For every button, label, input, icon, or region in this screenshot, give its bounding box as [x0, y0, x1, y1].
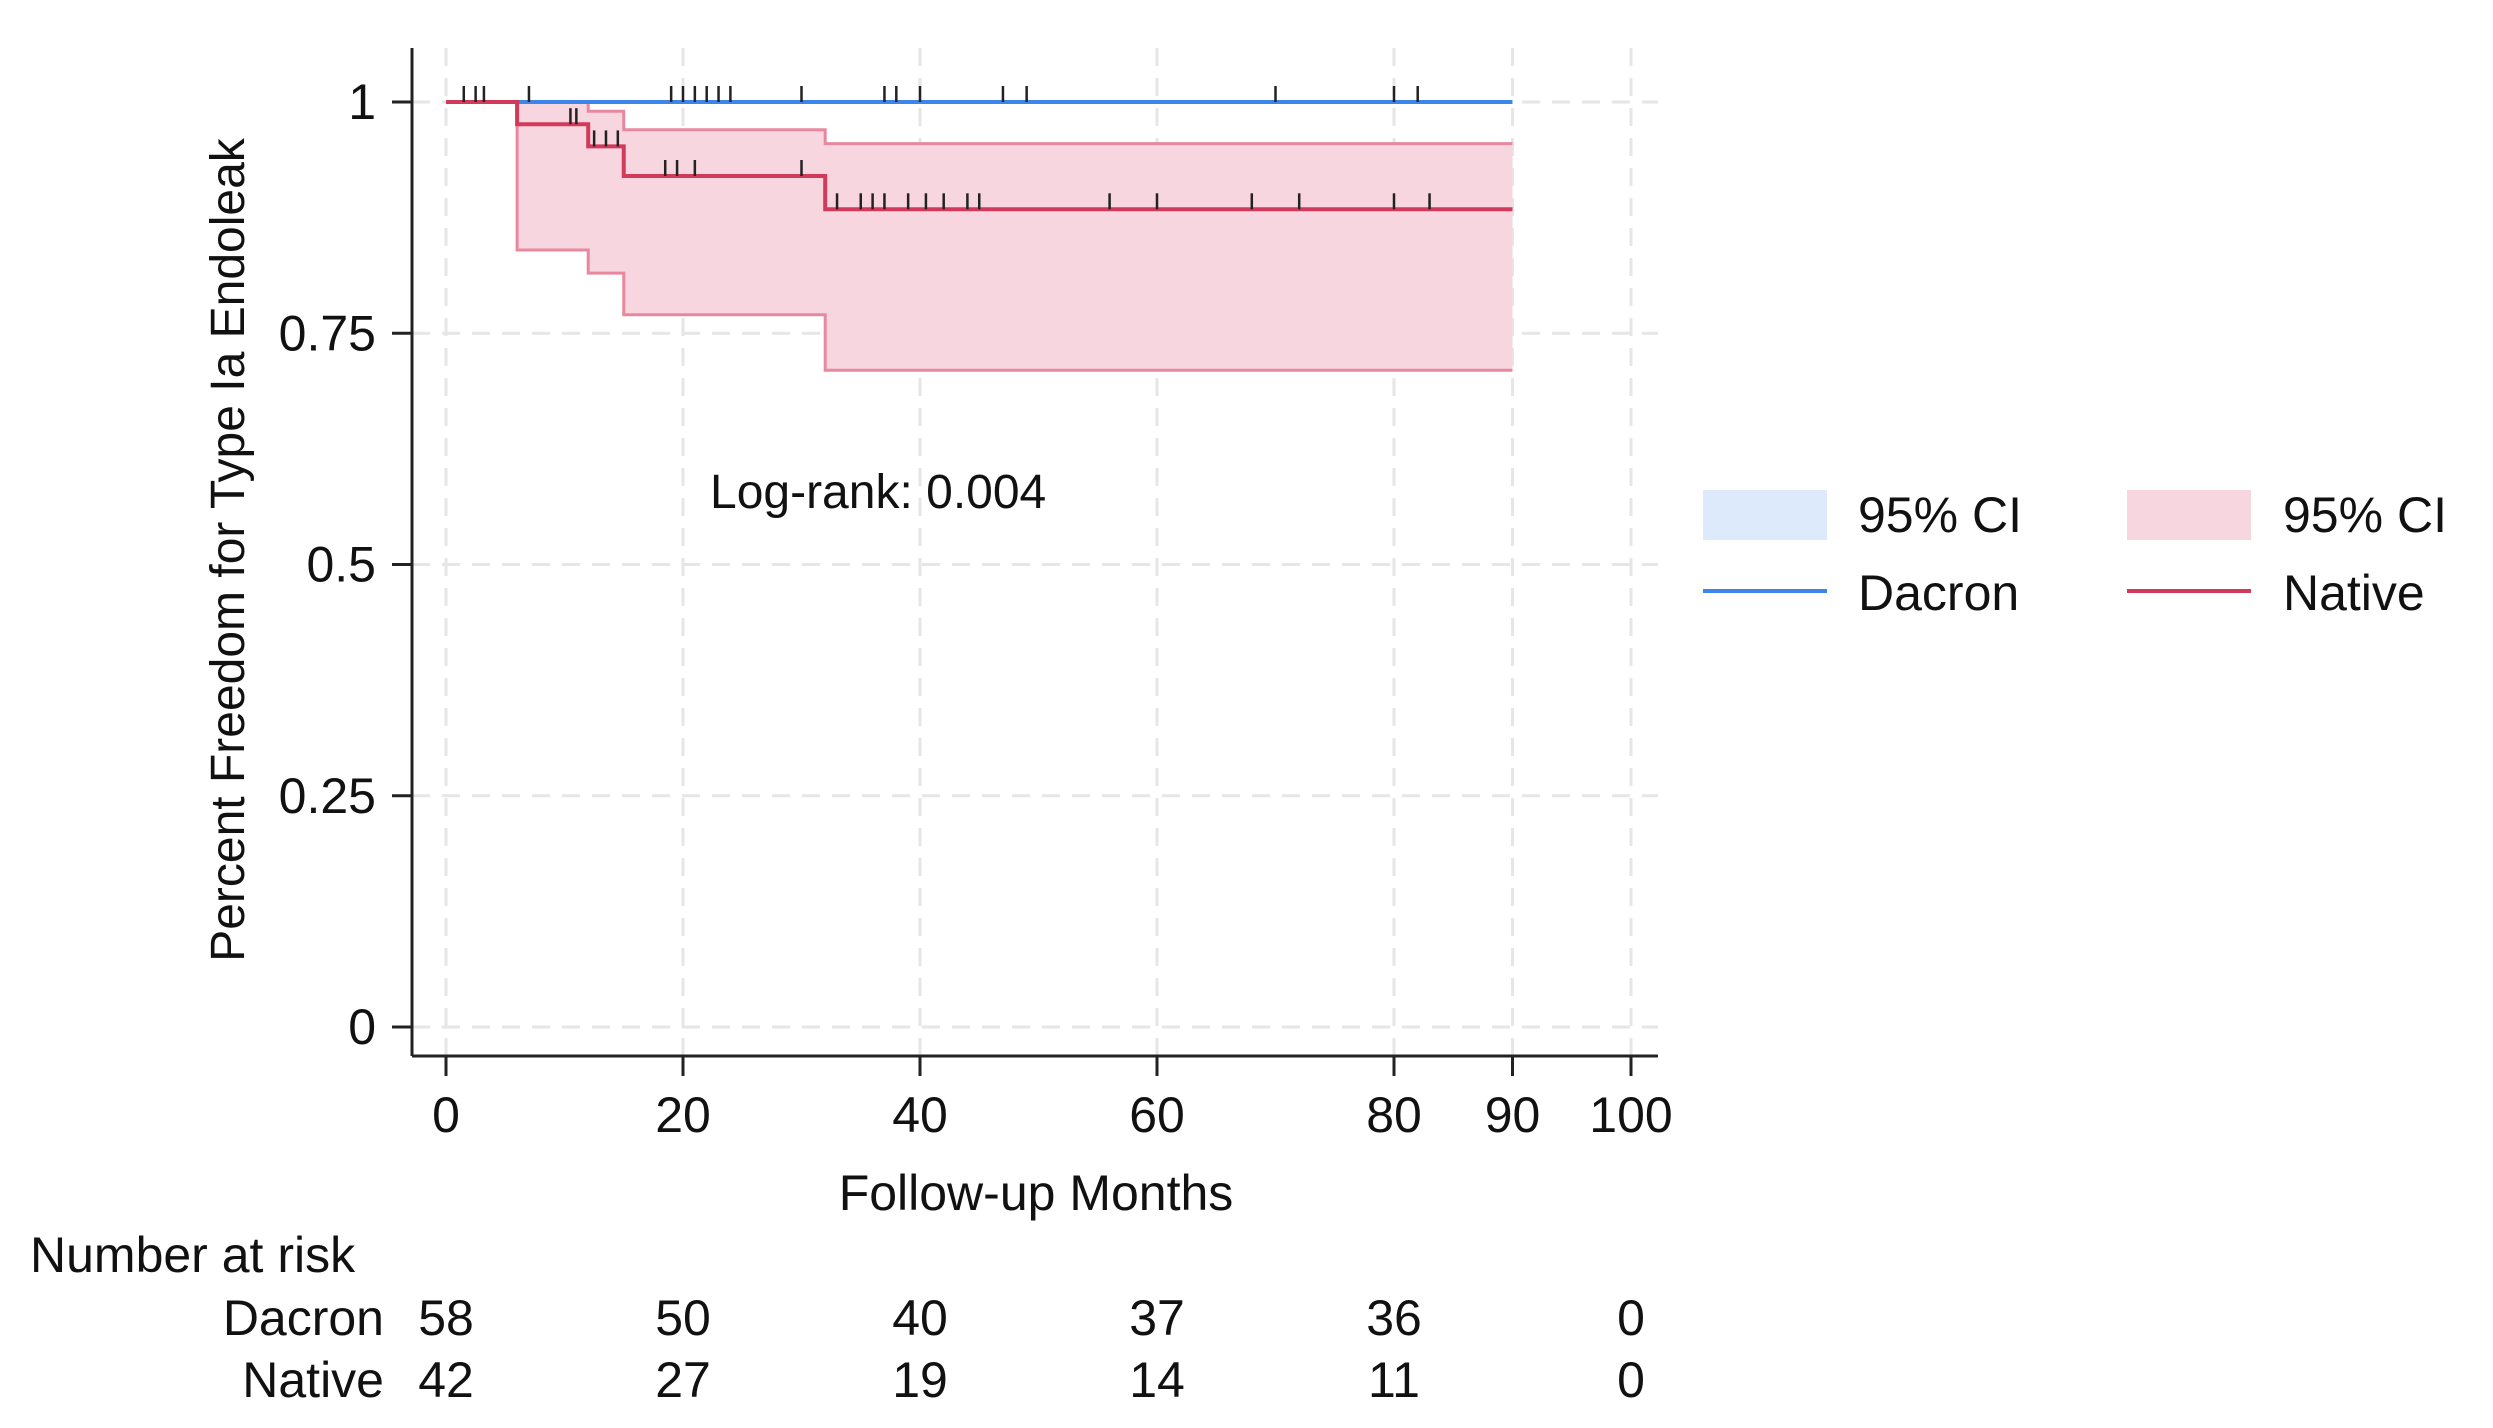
legend-label-dacron-ci: 95% CI — [1858, 487, 2022, 543]
risk-value-native-20: 27 — [655, 1352, 711, 1408]
ci-lower-native — [446, 100, 1513, 372]
y-tick-label-0_75: 0.75 — [279, 305, 376, 361]
risk-value-native-60: 14 — [1129, 1352, 1185, 1408]
risk-value-dacron-40: 40 — [892, 1290, 948, 1346]
y-tick-label-0_5: 0.5 — [306, 537, 376, 593]
risk-table-title: Number at risk — [30, 1227, 356, 1283]
risk-value-dacron-80: 36 — [1366, 1290, 1422, 1346]
axes — [410, 48, 1658, 1058]
risk-value-dacron-100: 0 — [1617, 1290, 1645, 1346]
risk-values: 58 50 40 37 36 0 42 27 19 14 11 0 — [418, 1290, 1645, 1408]
risk-value-dacron-20: 50 — [655, 1290, 711, 1346]
ticks: 0 20 40 60 80 90 100 0 0.25 0.5 0.75 1 — [279, 74, 1673, 1143]
risk-value-native-80: 11 — [1368, 1352, 1420, 1408]
x-tick-label-100: 100 — [1589, 1087, 1672, 1143]
x-tick-label-80: 80 — [1366, 1087, 1422, 1143]
risk-row-label-dacron: Dacron — [223, 1290, 384, 1346]
legend-swatch-dacron-ci — [1703, 490, 1827, 540]
y-axis-label: Percent Freedom for Type Ia Endoleak — [202, 137, 255, 962]
risk-value-native-100: 0 — [1617, 1352, 1645, 1408]
legend-label-dacron: Dacron — [1858, 565, 2019, 621]
x-tick-label-40: 40 — [892, 1087, 948, 1143]
x-axis-label: Follow-up Months — [839, 1165, 1234, 1221]
censor-marks — [462, 86, 1431, 210]
y-tick-label-1: 1 — [348, 74, 376, 130]
x-tick-label-0: 0 — [432, 1087, 460, 1143]
legend-label-native-ci: 95% CI — [2283, 487, 2447, 543]
legend-swatch-native-ci — [2127, 490, 2251, 540]
risk-value-dacron-0: 58 — [418, 1290, 474, 1346]
x-tick-label-20: 20 — [655, 1087, 711, 1143]
x-tick-label-60: 60 — [1129, 1087, 1185, 1143]
risk-row-label-native: Native — [242, 1352, 384, 1408]
y-tick-label-0_25: 0.25 — [279, 768, 376, 824]
ci-band-native — [446, 102, 1513, 371]
logrank-annotation: Log-rank: 0.004 — [710, 466, 1046, 519]
risk-table: Number at risk Dacron Native 58 50 40 37 36 0… — [30, 1227, 1645, 1408]
risk-value-native-0: 42 — [418, 1352, 474, 1408]
legend-label-native: Native — [2283, 565, 2425, 621]
y-tick-label-0: 0 — [348, 999, 376, 1055]
risk-value-dacron-60: 37 — [1129, 1290, 1185, 1346]
x-tick-label-90: 90 — [1485, 1087, 1541, 1143]
risk-value-native-40: 19 — [892, 1352, 948, 1408]
legend: 95% CI 95% CI Dacron Native — [1703, 487, 2447, 621]
